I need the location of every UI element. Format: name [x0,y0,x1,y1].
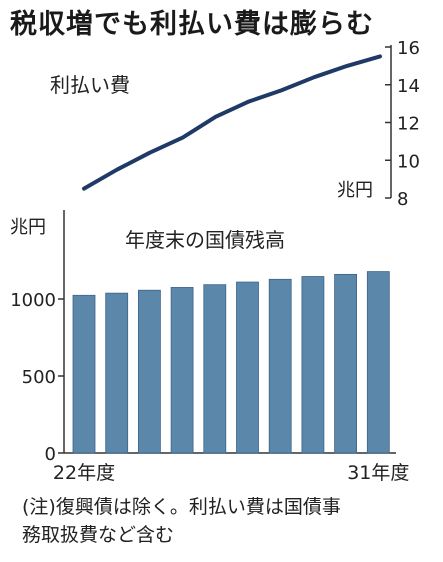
debt-bar [170,287,194,454]
debt-bar [72,294,96,454]
bar-y-ticks: 0 500 1000 [10,290,64,465]
debt-bar [236,281,259,454]
line-y-tick-label: 16 [397,38,420,59]
line-unit-label: 兆円 [337,180,373,201]
debt-bar [203,284,227,454]
line-y-tick-label: 8 [397,189,408,210]
bar-y-tick-label: 0 [45,444,56,465]
debt-bar [137,289,161,454]
chart-title: 税収増でも利払い費は膨らむ [10,9,374,40]
chart-canvas: 利払い費 兆円 8 10 12 14 16 兆円 年度末の国債残高 0 500 1000 2… [10,38,420,484]
bar-x-ticks: 22年度 31年度 [53,462,409,484]
interest-line-chart: 利払い費 兆円 8 10 12 14 16 [50,38,420,210]
debt-bar [301,276,325,454]
footnote: (注)復興債は除く。利払い費は国債事 務取扱費など含む [22,493,341,549]
line-chart-label: 利払い費 [50,73,130,97]
debt-bar [366,271,390,454]
bar-unit-label: 兆円 [10,217,46,238]
line-y-tick-label: 10 [397,151,420,172]
interest-line-series [82,54,382,191]
debt-bars [72,271,390,454]
footnote-line-1: (注)復興債は除く。利払い費は国債事 [22,496,341,518]
bar-x-tick-label: 22年度 [53,462,115,484]
line-y-tick-label: 12 [397,114,420,135]
bar-chart-label: 年度末の国債残高 [125,228,285,252]
debt-bar [334,273,358,454]
bar-x-tick-label: 31年度 [347,462,409,484]
line-y-tick-label: 14 [397,76,420,97]
debt-bar [268,278,292,454]
debt-bar [105,292,129,454]
bar-y-tick-label: 500 [22,367,56,388]
bar-y-tick-label: 1000 [10,290,56,311]
line-y-ticks: 8 10 12 14 16 [385,38,420,210]
debt-bar-chart: 兆円 年度末の国債残高 0 500 1000 22年度 31年度 [10,210,409,484]
footnote-line-2: 務取扱費など含む [22,524,175,546]
